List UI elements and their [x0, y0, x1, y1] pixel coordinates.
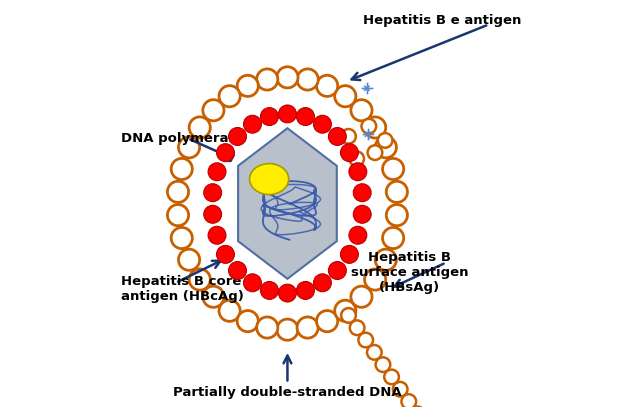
- Ellipse shape: [203, 100, 224, 121]
- Ellipse shape: [328, 127, 346, 145]
- Ellipse shape: [376, 357, 390, 372]
- Ellipse shape: [219, 300, 240, 322]
- Ellipse shape: [317, 311, 338, 332]
- Ellipse shape: [296, 107, 314, 125]
- Ellipse shape: [349, 163, 367, 181]
- Text: DNA polymerase: DNA polymerase: [120, 132, 245, 145]
- Ellipse shape: [297, 317, 318, 338]
- Ellipse shape: [367, 345, 381, 360]
- Ellipse shape: [340, 245, 358, 263]
- Ellipse shape: [179, 249, 200, 270]
- Ellipse shape: [387, 181, 408, 202]
- Ellipse shape: [203, 286, 224, 307]
- Ellipse shape: [278, 105, 296, 123]
- Ellipse shape: [179, 137, 200, 158]
- Ellipse shape: [362, 119, 376, 133]
- Ellipse shape: [367, 145, 382, 160]
- Ellipse shape: [189, 117, 211, 138]
- Ellipse shape: [204, 206, 221, 223]
- Ellipse shape: [216, 245, 234, 263]
- Ellipse shape: [341, 308, 356, 323]
- Ellipse shape: [383, 158, 404, 179]
- Ellipse shape: [328, 262, 346, 280]
- Ellipse shape: [260, 282, 278, 300]
- Ellipse shape: [335, 85, 356, 107]
- Ellipse shape: [375, 249, 396, 270]
- Ellipse shape: [168, 205, 189, 226]
- Ellipse shape: [208, 226, 226, 244]
- Text: Partially double-stranded DNA: Partially double-stranded DNA: [173, 386, 402, 399]
- Ellipse shape: [349, 226, 367, 244]
- Ellipse shape: [340, 144, 358, 162]
- Ellipse shape: [277, 67, 298, 88]
- Ellipse shape: [296, 282, 314, 300]
- Ellipse shape: [171, 158, 193, 179]
- Ellipse shape: [384, 370, 399, 384]
- Ellipse shape: [393, 382, 408, 396]
- Ellipse shape: [278, 284, 296, 302]
- Text: Hepatitis B core
antigen (HBcAg): Hepatitis B core antigen (HBcAg): [120, 275, 243, 303]
- Ellipse shape: [314, 274, 332, 292]
- Ellipse shape: [250, 164, 289, 195]
- Ellipse shape: [353, 206, 371, 223]
- Text: Hepatitis B e antigen: Hepatitis B e antigen: [363, 14, 522, 27]
- Ellipse shape: [257, 69, 278, 90]
- Ellipse shape: [168, 181, 189, 202]
- Ellipse shape: [365, 269, 386, 290]
- Ellipse shape: [383, 228, 404, 249]
- Ellipse shape: [351, 100, 372, 121]
- Ellipse shape: [341, 129, 356, 144]
- Ellipse shape: [208, 163, 226, 181]
- Polygon shape: [238, 128, 337, 279]
- Ellipse shape: [216, 144, 234, 162]
- Ellipse shape: [237, 311, 259, 332]
- Ellipse shape: [353, 184, 371, 201]
- Text: Hepatitis B
surface antigen
(HBsAg): Hepatitis B surface antigen (HBsAg): [351, 251, 468, 294]
- Ellipse shape: [350, 320, 364, 335]
- Ellipse shape: [314, 115, 332, 133]
- Ellipse shape: [243, 274, 261, 292]
- Ellipse shape: [174, 74, 401, 333]
- Ellipse shape: [260, 107, 278, 125]
- Ellipse shape: [204, 184, 221, 201]
- Ellipse shape: [228, 262, 246, 280]
- Ellipse shape: [317, 75, 338, 96]
- Ellipse shape: [378, 133, 392, 148]
- Ellipse shape: [237, 75, 259, 96]
- Ellipse shape: [349, 151, 364, 166]
- Ellipse shape: [365, 117, 386, 138]
- Ellipse shape: [171, 228, 193, 249]
- Ellipse shape: [358, 333, 373, 347]
- Ellipse shape: [189, 269, 211, 290]
- Ellipse shape: [335, 300, 356, 322]
- Ellipse shape: [277, 319, 298, 340]
- Ellipse shape: [297, 69, 318, 90]
- Ellipse shape: [401, 394, 416, 407]
- Ellipse shape: [228, 127, 246, 145]
- Ellipse shape: [219, 85, 240, 107]
- Ellipse shape: [351, 286, 372, 307]
- Ellipse shape: [243, 115, 261, 133]
- Ellipse shape: [257, 317, 278, 338]
- Ellipse shape: [222, 124, 353, 283]
- Ellipse shape: [375, 137, 396, 158]
- Ellipse shape: [387, 205, 408, 226]
